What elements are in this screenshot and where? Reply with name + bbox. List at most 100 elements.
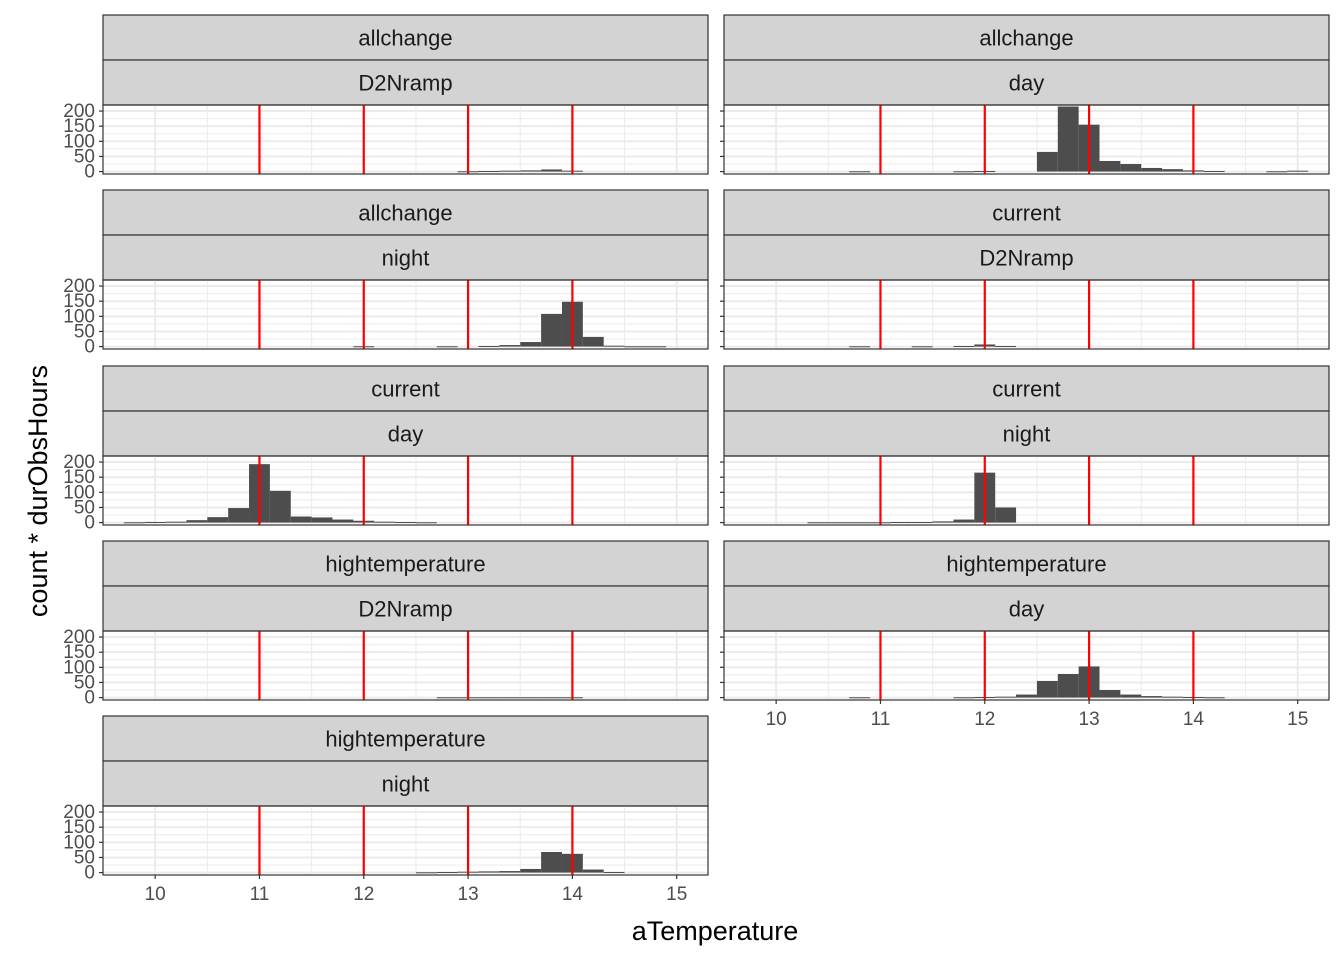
histogram-bar [849, 171, 871, 173]
x-tick-label: 10 [766, 709, 787, 730]
facet-panel: hightemperature day 10 11 12 13 14 15 [720, 540, 1330, 730]
y-tick-label: 150 [63, 467, 95, 488]
histogram-bar [478, 170, 500, 172]
y-tick-label: 50 [74, 146, 95, 167]
histogram-bar [311, 517, 333, 523]
histogram-bar [953, 171, 975, 173]
panel-border [723, 630, 1330, 701]
histogram-bar [520, 697, 542, 699]
y-tick-label: 100 [63, 482, 95, 503]
histogram-bar [890, 521, 912, 523]
x-tick-label: 15 [1287, 709, 1308, 730]
histogram-bar [911, 521, 933, 523]
y-tick-label: 150 [63, 817, 95, 838]
facet-panel: allchange day [720, 14, 1330, 175]
histogram-bar [415, 872, 437, 874]
histogram-bar [849, 697, 871, 699]
histogram-bar [520, 868, 542, 873]
panel-border [102, 455, 709, 526]
histogram-bar [953, 697, 975, 699]
histogram-bar [520, 170, 542, 172]
panel-border [723, 104, 1330, 175]
histogram-bar [395, 521, 416, 523]
histogram-bar [807, 522, 829, 524]
facet-strip-label: hightemperature [325, 727, 485, 752]
y-tick-label: 200 [63, 802, 95, 823]
histogram-bar [995, 345, 1017, 347]
histogram-bar [374, 521, 396, 523]
facet-panel: current D2Nramp [720, 189, 1330, 350]
histogram-bar [995, 696, 1017, 698]
histogram-bar [849, 522, 871, 524]
histogram-bar [499, 871, 521, 873]
y-tick-label: 200 [63, 101, 95, 122]
facet-strip-label: D2Nramp [358, 597, 452, 622]
facet-strip-bottom [723, 585, 1330, 632]
histogram-bar [911, 346, 933, 348]
y-axis-title: count * durObsHours [23, 365, 53, 617]
facet-strip-top [723, 365, 1330, 412]
histogram-bar [1203, 170, 1225, 172]
x-tick-label: 14 [1183, 709, 1205, 730]
histogram-bar [995, 507, 1017, 523]
y-tick-label: 200 [63, 452, 95, 473]
histogram-bar [520, 342, 542, 347]
grid-lines [103, 105, 708, 174]
facet-strip-bottom [102, 585, 709, 632]
histogram-bar [541, 169, 562, 172]
facet-strip-label: hightemperature [325, 552, 485, 577]
histogram-bar [1120, 694, 1142, 698]
histogram-bar [1203, 697, 1225, 699]
facet-strip-bottom [102, 760, 709, 807]
histogram-bar [603, 345, 625, 347]
histogram-bar [1162, 696, 1183, 698]
histogram-bar [207, 517, 229, 523]
facet-strip-top [102, 365, 709, 412]
histogram-bar [932, 521, 954, 523]
y-tick-label: 0 [84, 863, 95, 884]
x-tick-label: 14 [562, 884, 584, 905]
histogram-bar [953, 519, 975, 523]
panel-border [102, 630, 709, 701]
x-tick-label: 15 [666, 884, 687, 905]
grid-lines [103, 631, 708, 700]
histogram-bar [624, 346, 646, 348]
grid-lines [724, 280, 1329, 349]
histogram-bar [1099, 690, 1121, 698]
panel-border [102, 104, 709, 175]
facet-strip-label: allchange [979, 26, 1073, 51]
histogram-bar [603, 871, 625, 873]
histogram-bar [541, 313, 562, 347]
facet-strip-bottom [102, 59, 709, 106]
facet-strip-top [102, 189, 709, 236]
x-tick-label: 11 [250, 884, 270, 905]
histogram-bar [228, 508, 250, 523]
x-tick-label: 13 [458, 884, 479, 905]
histogram-bar [332, 519, 354, 523]
histogram-bar [1266, 171, 1288, 173]
histogram-bar [269, 490, 291, 523]
facet-strip-bottom [102, 410, 709, 457]
panel-border [102, 805, 709, 876]
facet-strip-top [723, 189, 1330, 236]
y-tick-label: 200 [63, 276, 95, 297]
x-tick-label: 11 [871, 709, 891, 730]
facet-strip-label: D2Nramp [979, 246, 1073, 271]
histogram-bar [953, 345, 975, 347]
histogram-bar [1057, 106, 1079, 172]
panel-border [102, 279, 709, 350]
facet-strip-label: day [388, 422, 423, 447]
grid-lines [724, 105, 1329, 174]
grid-lines [103, 806, 708, 875]
histogram-bar [165, 521, 187, 523]
histogram-bar [499, 697, 521, 699]
histogram-bar [1141, 167, 1163, 172]
histogram-bar [436, 697, 458, 699]
y-tick-label: 0 [84, 337, 95, 358]
y-tick-label: 200 [63, 627, 95, 648]
facet-strip-top [723, 14, 1330, 61]
